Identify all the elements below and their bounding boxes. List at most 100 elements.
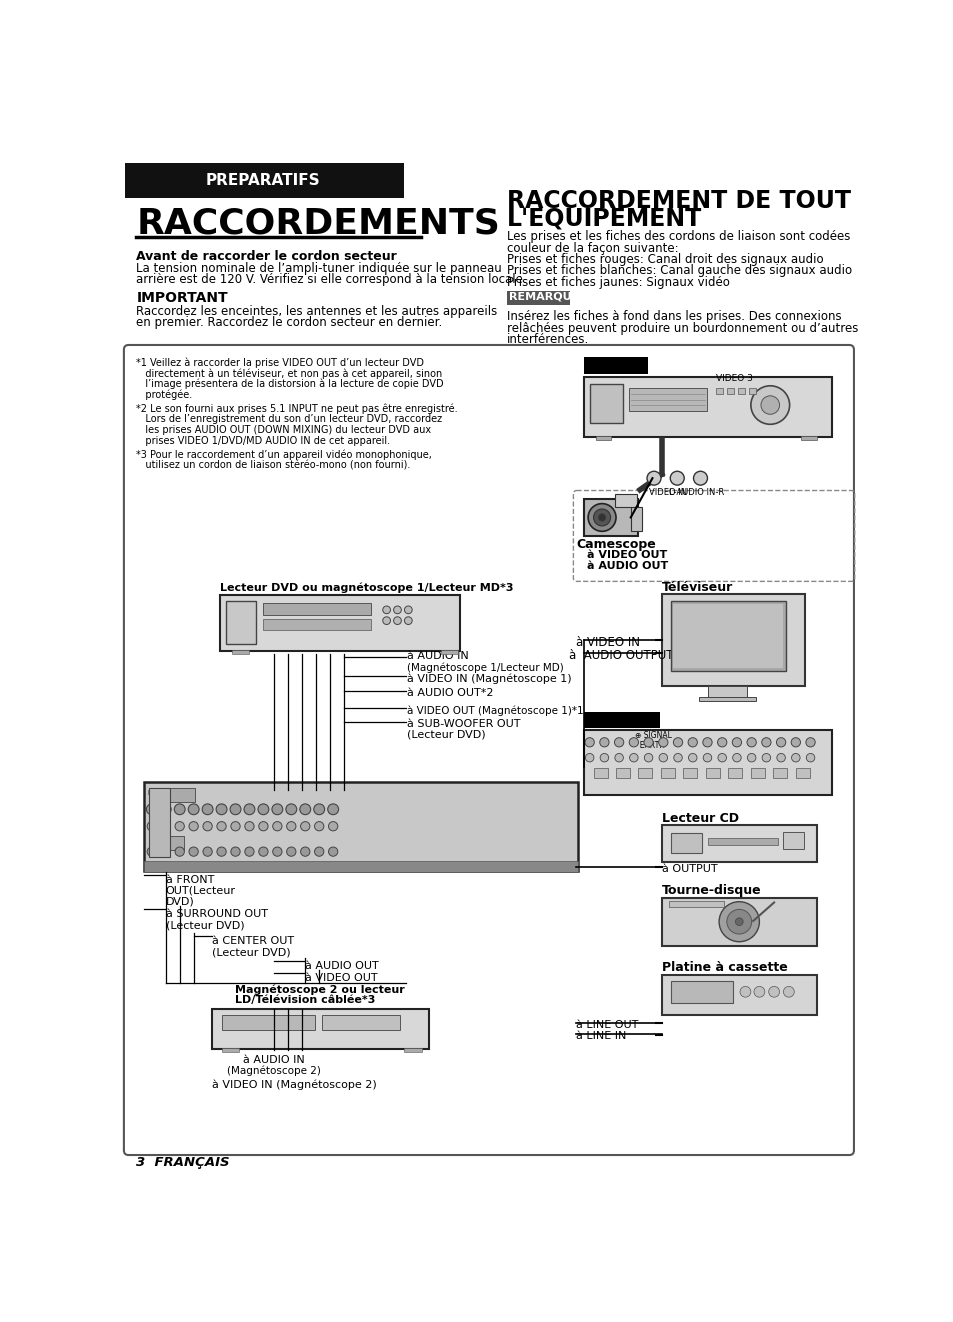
Text: en premier. Raccordez le cordon secteur en dernier.: en premier. Raccordez le cordon secteur …	[136, 316, 442, 329]
Text: arrière est de 120 V. Vérifiez si elle correspond à la tension locale.: arrière est de 120 V. Vérifiez si elle c…	[136, 272, 526, 286]
Bar	[737, 389, 744, 394]
Bar	[322, 1015, 399, 1030]
Circle shape	[382, 617, 390, 624]
Bar	[149, 788, 195, 801]
Circle shape	[726, 910, 751, 935]
Bar	[670, 602, 785, 670]
Circle shape	[761, 754, 770, 761]
Text: couleur de la façon suivante:: couleur de la façon suivante:	[506, 242, 678, 255]
Text: protégée.: protégée.	[136, 390, 193, 401]
Text: à AUDIO IN: à AUDIO IN	[406, 652, 468, 661]
Circle shape	[615, 754, 622, 761]
Text: Lecteur DVD ou magnétoscope 1/Lecteur MD*3: Lecteur DVD ou magnétoscope 1/Lecteur MD…	[220, 582, 513, 592]
Text: LD/Télévision câblée*3: LD/Télévision câblée*3	[235, 995, 375, 1005]
Text: relâchées peuvent produire un bourdonnement ou d’autres: relâchées peuvent produire un bourdonnem…	[506, 321, 858, 334]
Text: SURR: SURR	[150, 806, 169, 813]
Circle shape	[776, 754, 784, 761]
Circle shape	[328, 804, 338, 814]
Bar	[144, 783, 578, 871]
Circle shape	[328, 847, 337, 857]
Text: les prises AUDIO OUT (DOWN MIXING) du lecteur DVD aux: les prises AUDIO OUT (DOWN MIXING) du le…	[136, 426, 431, 435]
Text: à OUTPUT: à OUTPUT	[661, 865, 717, 874]
Text: Insérez les fiches à fond dans les prises. Des connexions: Insérez les fiches à fond dans les prise…	[506, 311, 841, 324]
Circle shape	[598, 514, 605, 521]
Bar	[728, 768, 741, 777]
Circle shape	[314, 847, 323, 857]
Text: IMPORTANT: IMPORTANT	[136, 291, 228, 305]
Circle shape	[805, 738, 815, 747]
Circle shape	[593, 509, 610, 526]
Bar	[661, 594, 804, 686]
Circle shape	[203, 847, 212, 857]
Bar	[149, 837, 183, 850]
Circle shape	[735, 917, 742, 925]
Circle shape	[599, 754, 608, 761]
Circle shape	[599, 738, 608, 747]
Text: à LINE IN: à LINE IN	[576, 1031, 626, 1040]
Text: l’image présentera de la distorsion à la lecture de copie DVD: l’image présentera de la distorsion à la…	[136, 379, 443, 390]
Text: VIDEO IN: VIDEO IN	[648, 488, 686, 497]
Circle shape	[328, 821, 337, 830]
Text: REMARQUE: REMARQUE	[509, 292, 578, 301]
Circle shape	[216, 821, 226, 830]
Text: Raccordez les enceintes, les antennes et les autres appareils: Raccordez les enceintes, les antennes et…	[136, 305, 497, 317]
Text: La tension nominale de l’ampli-tuner indiquée sur le panneau: La tension nominale de l’ampli-tuner ind…	[136, 262, 501, 275]
Bar	[221, 1015, 314, 1030]
Bar	[699, 697, 756, 702]
Circle shape	[273, 847, 282, 857]
Bar	[670, 833, 701, 853]
Circle shape	[231, 821, 240, 830]
Bar	[705, 768, 720, 777]
Text: à VIDEO IN: à VIDEO IN	[576, 636, 639, 649]
Text: (Lecteur DVD): (Lecteur DVD)	[166, 920, 244, 931]
Bar	[583, 498, 638, 535]
Circle shape	[146, 804, 157, 814]
Text: à SUB-WOOFER OUT: à SUB-WOOFER OUT	[406, 719, 519, 730]
Text: Camescope: Camescope	[576, 538, 656, 551]
Circle shape	[161, 847, 171, 857]
Text: Magnétoscope 2 ou lecteur: Magnétoscope 2 ou lecteur	[235, 984, 405, 994]
Text: à AUDIO IN: à AUDIO IN	[243, 1055, 305, 1066]
Circle shape	[258, 821, 268, 830]
Circle shape	[216, 804, 227, 814]
Bar	[221, 1048, 238, 1052]
Text: *1 Veillez à raccorder la prise VIDEO OUT d’un lecteur DVD: *1 Veillez à raccorder la prise VIDEO OU…	[136, 357, 424, 368]
Bar	[616, 768, 629, 777]
Text: à AUDIO OUT: à AUDIO OUT	[586, 561, 667, 571]
Text: L'EQUIPEMENT: L'EQUIPEMENT	[506, 206, 701, 230]
Bar	[506, 291, 570, 305]
Bar	[670, 981, 732, 1002]
Text: AUDIO: AUDIO	[152, 838, 179, 847]
Text: à AUDIO OUT*2: à AUDIO OUT*2	[406, 689, 493, 698]
Circle shape	[719, 902, 759, 941]
Bar	[262, 619, 371, 629]
Circle shape	[702, 738, 711, 747]
Text: CNT: CNT	[152, 822, 167, 829]
Text: RACCORDEMENTS: RACCORDEMENTS	[136, 206, 499, 241]
Circle shape	[629, 754, 638, 761]
Circle shape	[244, 804, 254, 814]
Circle shape	[189, 847, 198, 857]
Circle shape	[286, 804, 296, 814]
Bar	[590, 385, 622, 423]
Bar	[773, 768, 786, 777]
Circle shape	[693, 471, 707, 485]
Bar	[660, 768, 674, 777]
Bar	[638, 768, 652, 777]
Circle shape	[245, 821, 253, 830]
Circle shape	[746, 738, 756, 747]
Bar	[801, 436, 816, 440]
Text: à  AUDIO OUTPUT: à AUDIO OUTPUT	[568, 649, 673, 662]
Circle shape	[394, 617, 401, 624]
Bar	[583, 730, 831, 796]
Circle shape	[732, 738, 740, 747]
Bar	[593, 768, 607, 777]
Bar	[220, 595, 459, 650]
Text: à VIDEO OUT: à VIDEO OUT	[305, 973, 377, 984]
Circle shape	[790, 738, 800, 747]
Bar	[404, 1048, 421, 1052]
Bar	[226, 602, 255, 644]
Text: *2 Le son fourni aux prises 5.1 INPUT ne peut pas être enregistré.: *2 Le son fourni aux prises 5.1 INPUT ne…	[136, 403, 457, 414]
Circle shape	[614, 738, 623, 747]
Text: (Lecteur DVD): (Lecteur DVD)	[406, 730, 485, 740]
